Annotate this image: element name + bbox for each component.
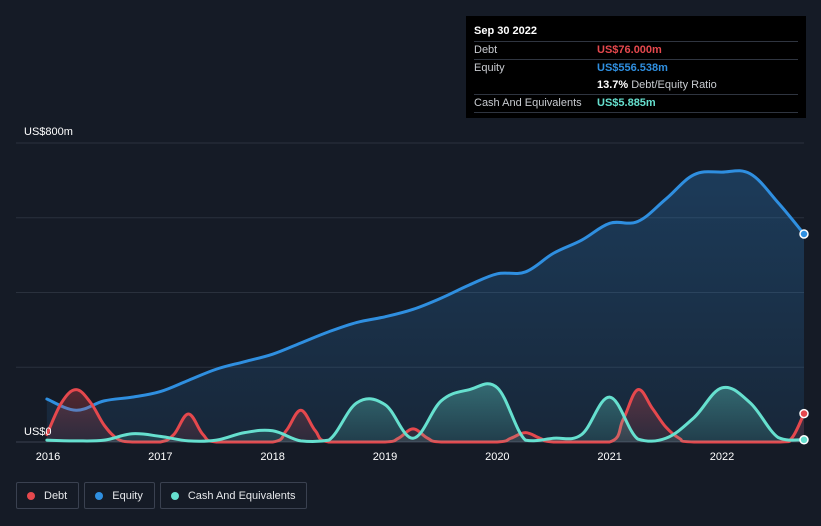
tooltip-panel: Sep 30 2022 Debt US$76.000m Equity US$55… <box>466 16 806 118</box>
x-tick-label: 2019 <box>373 451 397 463</box>
equity-area <box>46 170 805 442</box>
tooltip-cash-row: Cash And Equivalents US$5.885m <box>474 94 798 113</box>
legend-cash-label: Cash And Equivalents <box>187 489 296 502</box>
x-tick-label: 2018 <box>260 451 284 463</box>
legend-item-debt[interactable]: Debt <box>16 482 80 509</box>
tooltip-ratio-row: 13.7% Debt/Equity Ratio <box>474 77 798 94</box>
legend-item-cash[interactable]: Cash And Equivalents <box>159 482 308 509</box>
legend-equity-label: Equity <box>112 489 143 502</box>
legend: Debt Equity Cash And Equivalents <box>16 482 308 509</box>
cash-dot-icon <box>170 491 179 500</box>
tooltip-equity-value: US$556.538m <box>597 62 668 74</box>
legend-debt-label: Debt <box>44 489 68 502</box>
tooltip-date: Sep 30 2022 <box>474 25 537 37</box>
equity-end-marker <box>799 229 809 239</box>
tooltip-cash-value: US$5.885m <box>597 97 656 109</box>
equity-dot-icon <box>95 491 104 500</box>
x-axis-ticks: 2016 2017 2018 2019 2020 2021 2022 <box>36 451 734 463</box>
tooltip-debt-label: Debt <box>474 44 498 56</box>
equity-line <box>45 169 806 412</box>
x-tick-label: 2022 <box>710 451 734 463</box>
tooltip-ratio-value: 13.7% <box>597 79 629 91</box>
y-axis-top-label: US$800m <box>24 126 73 138</box>
tooltip-equity-label: Equity <box>474 62 505 74</box>
tooltip-debt-row: Debt US$76.000m <box>474 41 798 59</box>
y-axis-bottom-label: US$0 <box>24 426 52 438</box>
x-tick-label: 2020 <box>485 451 509 463</box>
x-tick-label: 2021 <box>597 451 621 463</box>
tooltip-debt-value: US$76.000m <box>597 44 662 56</box>
cash-area <box>46 383 805 442</box>
cash-line <box>45 382 806 444</box>
debt-area <box>46 389 805 442</box>
debt-dot-icon <box>27 491 35 500</box>
cash-end-marker <box>799 435 809 445</box>
tooltip-ratio-label: Debt/Equity Ratio <box>631 79 717 91</box>
end-markers <box>799 229 809 445</box>
debt-end-marker <box>799 408 809 419</box>
legend-item-equity[interactable]: Equity <box>84 482 155 509</box>
x-tick-label: 2016 <box>36 451 60 463</box>
x-tick-label: 2017 <box>148 451 172 463</box>
series-layer <box>45 169 806 444</box>
tooltip-equity-row: Equity US$556.538m <box>474 59 798 77</box>
tooltip-cash-label: Cash And Equivalents <box>474 97 582 109</box>
